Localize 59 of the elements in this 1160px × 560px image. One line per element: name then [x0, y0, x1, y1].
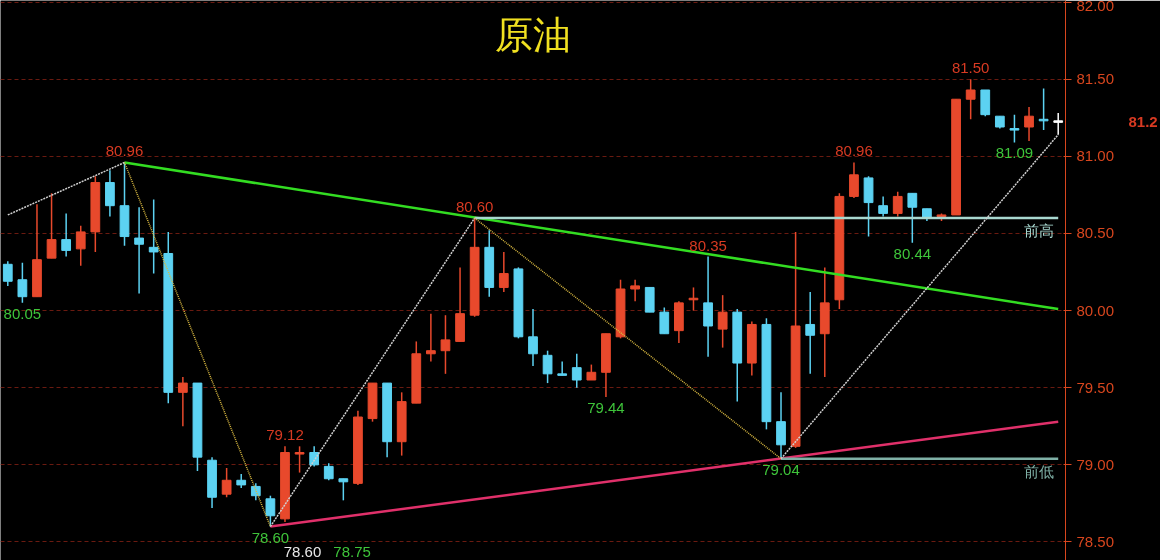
candlestick [805, 291, 816, 375]
candlestick [659, 306, 670, 335]
y-tick-label: 79.00 [1076, 455, 1115, 473]
candlestick [528, 308, 538, 367]
candlestick [134, 206, 144, 295]
annotation: 80.96 [835, 142, 873, 160]
candlestick [557, 360, 568, 377]
y-tick-label: 82.00 [1076, 0, 1115, 14]
chart-title: 原油 [495, 12, 571, 57]
y-tick-label: 80.00 [1076, 301, 1115, 319]
candlestick [61, 212, 72, 258]
annotation: 79.12 [266, 426, 304, 444]
candlestick [907, 192, 918, 244]
candlestick [878, 195, 889, 218]
candlestick [2, 260, 13, 287]
candlestick [426, 312, 436, 363]
candlestick [1053, 112, 1064, 136]
y-tick-label: 80.50 [1076, 224, 1115, 242]
candlestick [46, 192, 57, 259]
candlestick [776, 391, 786, 460]
candlestick [849, 161, 859, 199]
annotation: 80.96 [105, 142, 144, 160]
candlestick [630, 278, 640, 303]
annotation: 80.05 [3, 304, 42, 322]
candlestick [892, 191, 903, 218]
candlestick [221, 467, 232, 498]
candlestick [265, 494, 276, 528]
y-tick-label: 79.50 [1076, 378, 1115, 396]
candlestick [1009, 113, 1020, 144]
candlestick [75, 224, 86, 267]
annotation: 80.35 [689, 236, 727, 254]
candlestick [498, 251, 509, 293]
annotation: 81.09 [995, 144, 1034, 162]
annotation: 79.44 [587, 398, 625, 416]
y-tick-label: 81.50 [1076, 70, 1115, 88]
candlestick [703, 255, 713, 358]
y-tick-label: 81.00 [1076, 147, 1115, 165]
annotation: 80.60 [455, 198, 494, 216]
candlestick [294, 445, 305, 474]
candlestick [1024, 106, 1034, 142]
candlestick [17, 262, 28, 304]
candlestick [571, 353, 582, 389]
annotation: 80.44 [893, 244, 932, 262]
candlestick [440, 314, 451, 375]
candlestick [338, 477, 349, 502]
candlestick [177, 376, 188, 428]
candlestick [148, 198, 159, 275]
series-label: 前低 [1024, 462, 1055, 481]
candlestick [105, 169, 115, 218]
candlestick [688, 286, 699, 312]
annotation: 79.04 [762, 460, 800, 478]
annotation: 78.75 [333, 542, 371, 560]
candlestick [542, 349, 553, 384]
annotation: 81.50 [951, 59, 990, 77]
y-tick-label: 78.50 [1076, 532, 1115, 550]
text: 81.2 [1128, 113, 1158, 131]
candlestick [965, 78, 976, 121]
series-label: 前高 [1024, 222, 1055, 241]
candlestick [717, 294, 728, 349]
